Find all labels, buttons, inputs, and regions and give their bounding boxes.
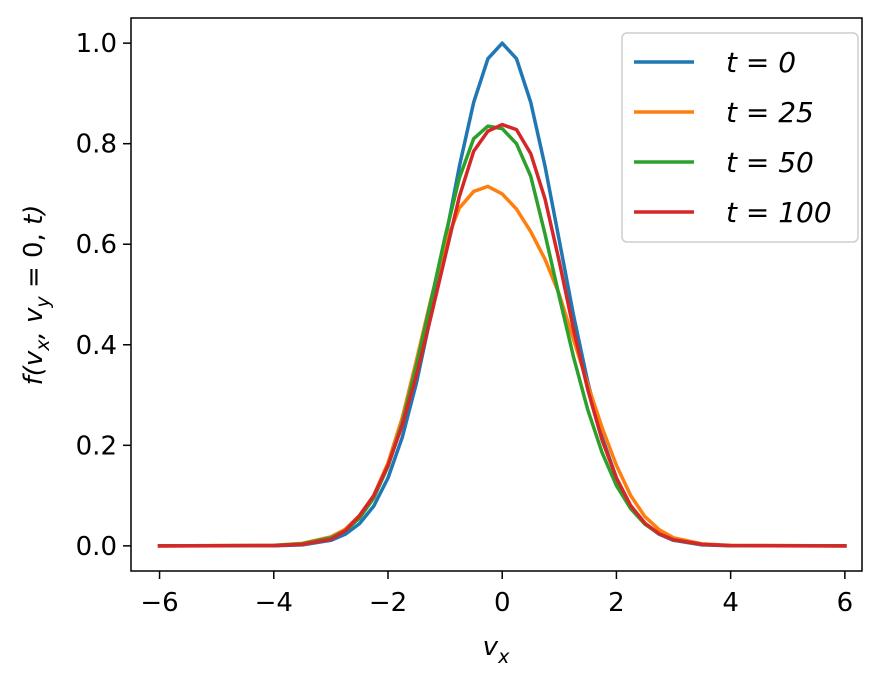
x-tick-label: 2 — [608, 588, 625, 618]
plot-frame — [130, 17, 863, 572]
legend-label-2: t = 50 — [726, 146, 814, 179]
y-tick-label: 0.2 — [76, 431, 117, 461]
x-axis: −6 −4 −2 0 2 4 6 — [140, 571, 853, 618]
y-axis: 0.0 0.2 0.4 0.6 0.8 1.0 — [76, 29, 131, 562]
legend-label-3: t = 100 — [726, 196, 832, 229]
x-tick-label: 4 — [722, 588, 739, 618]
x-tick-label: −4 — [255, 588, 293, 618]
x-tick-label: 6 — [837, 588, 854, 618]
legend: t = 0 t = 25 t = 50 t = 100 — [621, 32, 859, 243]
y-tick-label: 0.8 — [76, 130, 117, 160]
y-tick-label: 0.6 — [76, 230, 117, 260]
legend-frame — [621, 32, 859, 243]
legend-label-1: t = 25 — [726, 96, 814, 129]
series-lines — [157, 41, 847, 548]
legend-label-0: t = 0 — [726, 46, 796, 79]
x-tick-label: 0 — [494, 588, 511, 618]
x-tick-label: −6 — [140, 588, 178, 618]
y-tick-label: 0.4 — [76, 331, 117, 361]
x-tick-label: −2 — [369, 588, 407, 618]
series-line-3 — [157, 122, 847, 548]
y-tick-label: 0.0 — [76, 532, 117, 562]
y-axis-label: f(vx, vy = 0, t) — [19, 205, 54, 386]
y-tick-label: 1.0 — [76, 29, 117, 59]
x-axis-label: vx — [483, 632, 510, 668]
